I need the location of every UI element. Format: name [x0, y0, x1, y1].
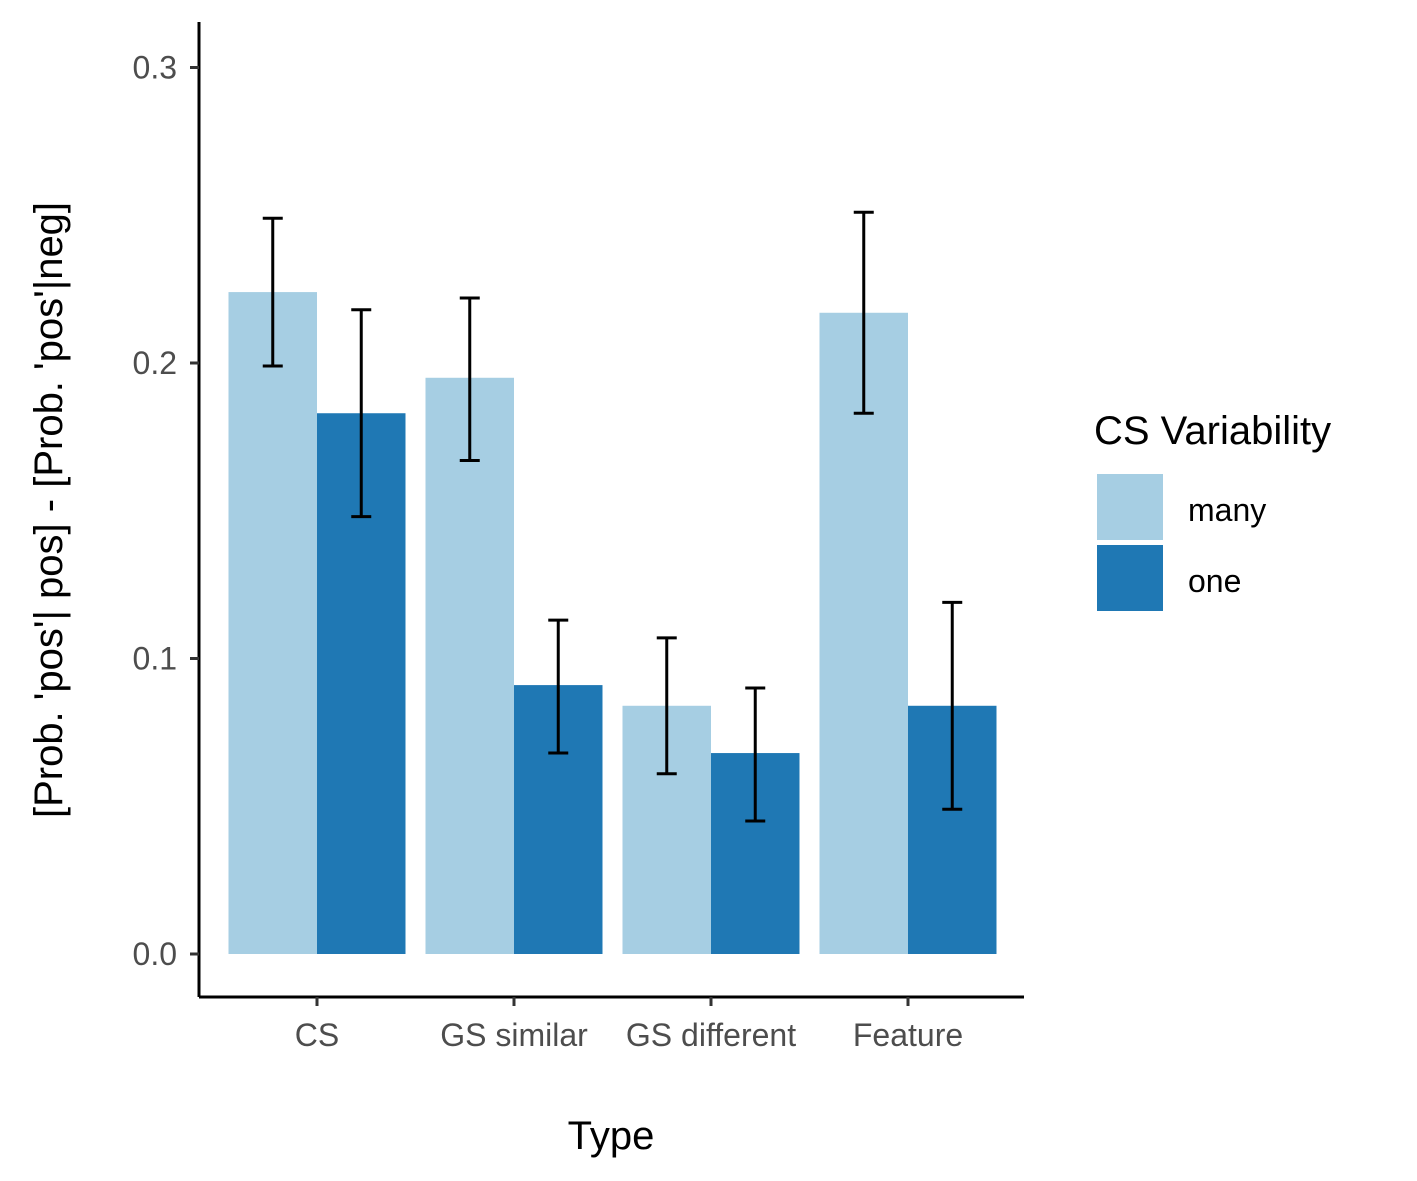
x-tick-label: GS different — [626, 1017, 796, 1053]
errorbar-feature-many — [853, 210, 874, 415]
errorbar-cs-one — [351, 308, 372, 519]
y-ticks: 0.0 0.1 0.2 0.3 — [133, 50, 199, 972]
errorbar-gs-similar-one — [548, 618, 569, 755]
errorbar-cs-many — [262, 216, 283, 368]
x-tick-label: Feature — [853, 1017, 963, 1053]
errorbars-layer — [262, 210, 963, 823]
y-tick-label: 0.0 — [133, 936, 177, 972]
x-axis-title: Type — [568, 1114, 655, 1158]
axes-layer — [197, 22, 1024, 999]
legend-label-one: one — [1188, 563, 1241, 599]
errorbar-gs-similar-many — [459, 296, 480, 463]
legend: CS Variability many one — [1094, 409, 1331, 611]
legend-title: CS Variability — [1094, 409, 1331, 453]
bar-cs-many — [228, 292, 317, 955]
y-tick-label: 0.1 — [133, 641, 177, 677]
y-axis-title: [Prob. 'pos'| pos] - [Prob. 'pos'|neg] — [27, 202, 71, 818]
bar-gs-similar-many — [425, 377, 514, 954]
errorbar-gs-different-one — [745, 686, 766, 823]
bar-feature-many — [819, 312, 908, 954]
y-tick-label: 0.2 — [133, 345, 177, 381]
errorbar-feature-one — [942, 600, 963, 811]
legend-label-many: many — [1188, 492, 1266, 528]
bars-layer — [228, 292, 997, 955]
y-tick-label: 0.3 — [133, 50, 177, 86]
errorbar-gs-different-many — [656, 636, 677, 776]
legend-key-one — [1097, 545, 1163, 611]
x-tick-label: CS — [295, 1017, 339, 1053]
legend-key-many — [1097, 474, 1163, 540]
x-tick-label: GS similar — [440, 1017, 588, 1053]
x-ticks: CS GS similar GS different Feature — [295, 997, 963, 1053]
